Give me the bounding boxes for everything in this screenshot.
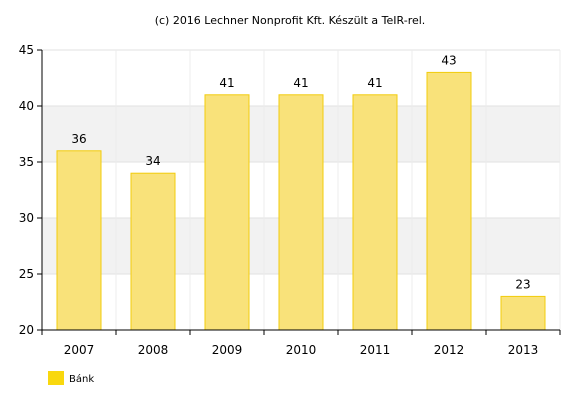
- data-label-2009: 41: [219, 76, 234, 90]
- x-tick-label: 2008: [138, 343, 169, 357]
- x-tick-label: 2010: [286, 343, 317, 357]
- bar-2009: [204, 94, 250, 331]
- bar-2010: [278, 94, 324, 331]
- chart-title: (c) 2016 Lechner Nonprofit Kft. Készült …: [155, 14, 426, 27]
- x-tick-label: 2007: [64, 343, 95, 357]
- bar-2012: [426, 71, 472, 331]
- x-tick-label: 2011: [360, 343, 391, 357]
- data-labels: 36 34 41 41 41 43 23: [71, 53, 530, 291]
- y-tick-label: 30: [19, 211, 34, 225]
- x-tick-label: 2012: [434, 343, 465, 357]
- x-tick-label: 2013: [508, 343, 539, 357]
- x-tick-label: 2009: [212, 343, 243, 357]
- bar-2013: [500, 295, 546, 331]
- axes: [37, 50, 560, 335]
- y-tick-label: 20: [19, 323, 34, 337]
- data-label-2008: 34: [145, 154, 160, 168]
- legend-swatch: [48, 371, 64, 385]
- data-label-2012: 43: [441, 53, 456, 67]
- y-tick-label: 45: [19, 43, 34, 57]
- x-axis-ticks: 2007 2008 2009 2010 2011 2012 2013: [41, 330, 561, 357]
- data-label-2007: 36: [71, 132, 86, 146]
- data-label-2010: 41: [293, 76, 308, 90]
- bar-2011: [352, 94, 398, 331]
- bar-2007: [56, 150, 102, 331]
- legend-label-bank: Bánk: [69, 373, 94, 385]
- y-tick-label: 40: [19, 99, 34, 113]
- y-tick-label: 35: [19, 155, 34, 169]
- bars: [56, 71, 546, 331]
- y-axis-ticks: 20 25 30 35 40 45: [19, 43, 42, 337]
- data-label-2011: 41: [367, 76, 382, 90]
- legend: Bánk: [48, 371, 94, 385]
- y-tick-label: 25: [19, 267, 34, 281]
- data-label-2013: 23: [515, 277, 530, 291]
- bar-2008: [130, 172, 176, 331]
